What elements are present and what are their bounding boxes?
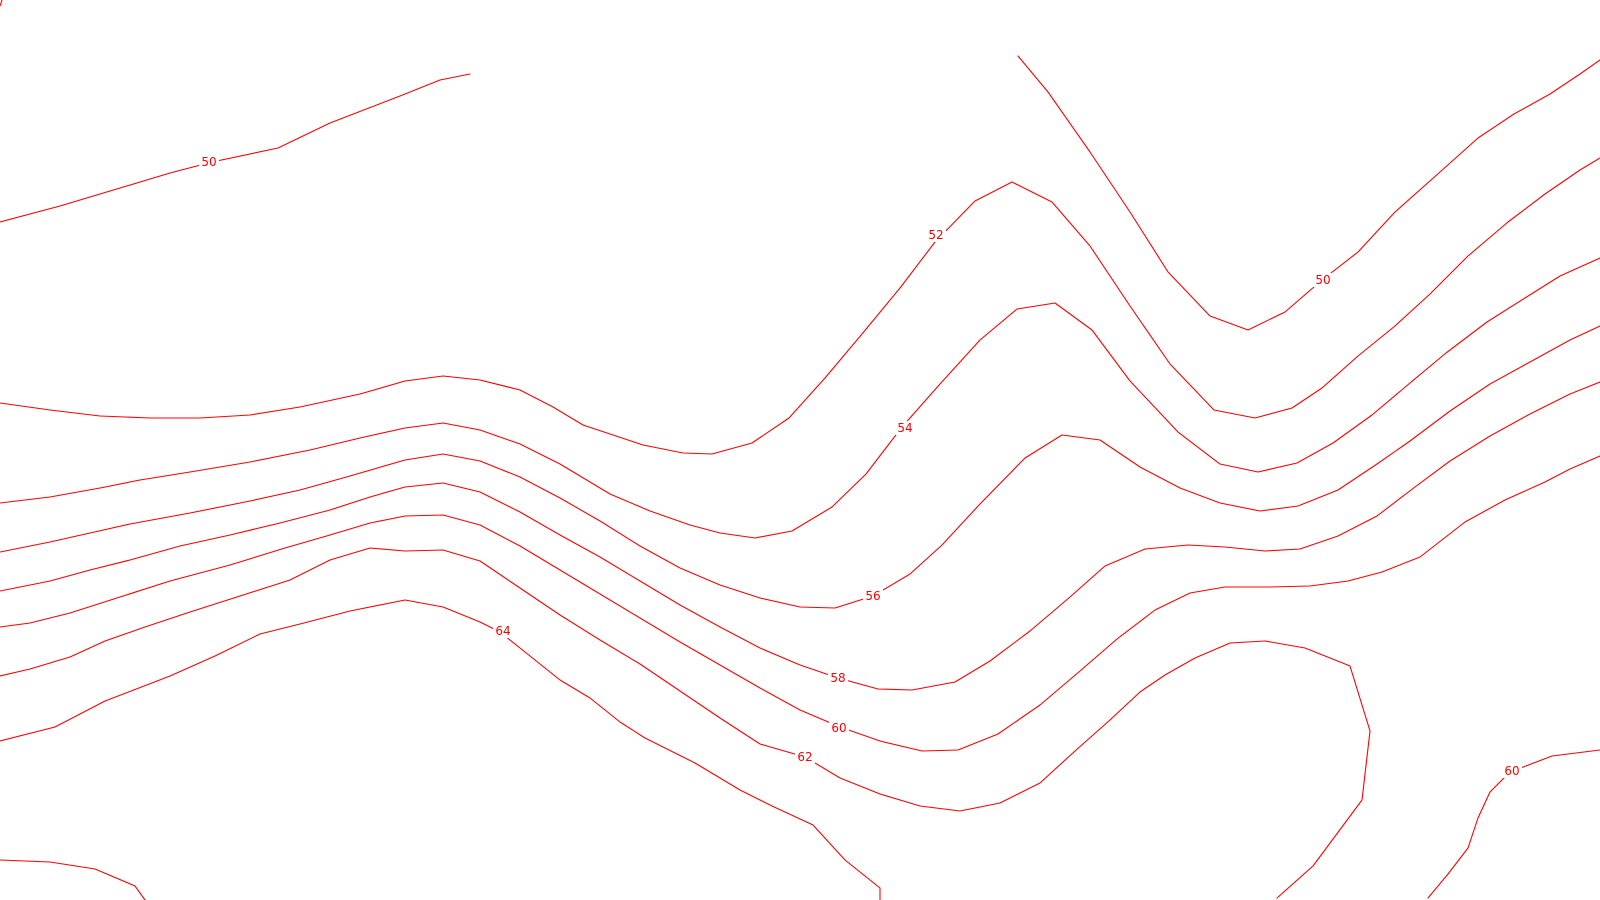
contour-label-background <box>926 228 946 242</box>
contour-line-c56 <box>0 325 1600 609</box>
contour-label-c52: 52 <box>928 228 943 242</box>
contour-label-c60-a: 60 <box>831 721 846 735</box>
contour-label-c50-b: 50 <box>1315 273 1330 287</box>
contour-label-c60-b: 60 <box>1504 764 1519 778</box>
contour-label-background <box>1502 764 1522 778</box>
contour-label-background <box>829 721 849 735</box>
contour-line-c64 <box>0 599 881 900</box>
contour-label-background <box>795 750 815 764</box>
contour-label-background <box>199 155 219 169</box>
contour-label-c50-a: 50 <box>201 155 216 169</box>
contour-label-background <box>895 421 915 435</box>
contour-line-c50-b <box>1017 55 1600 331</box>
contour-labels-layer: 50 50 52 54 56 58 60 60 62 64 <box>199 155 1522 778</box>
contour-line-c50-a <box>0 73 471 223</box>
contour-label-c64: 64 <box>495 624 510 638</box>
contour-line-c60-a <box>0 455 1600 752</box>
contour-line-c-corner <box>0 0 3 7</box>
contour-label-background <box>863 589 883 603</box>
contour-label-background <box>493 624 513 638</box>
contour-label-background <box>1313 273 1333 287</box>
contour-line-c52 <box>0 157 1600 455</box>
contour-label-c58: 58 <box>830 671 845 685</box>
contour-line-c60-b <box>1427 749 1600 899</box>
contour-label-c62: 62 <box>797 750 812 764</box>
contour-label-c54: 54 <box>897 421 912 435</box>
contour-line-c54 <box>0 257 1600 539</box>
contour-label-c56: 56 <box>865 589 880 603</box>
contour-label-background <box>828 671 848 685</box>
contour-line-c62 <box>0 547 1371 899</box>
contour-line-c-loop <box>0 859 146 900</box>
